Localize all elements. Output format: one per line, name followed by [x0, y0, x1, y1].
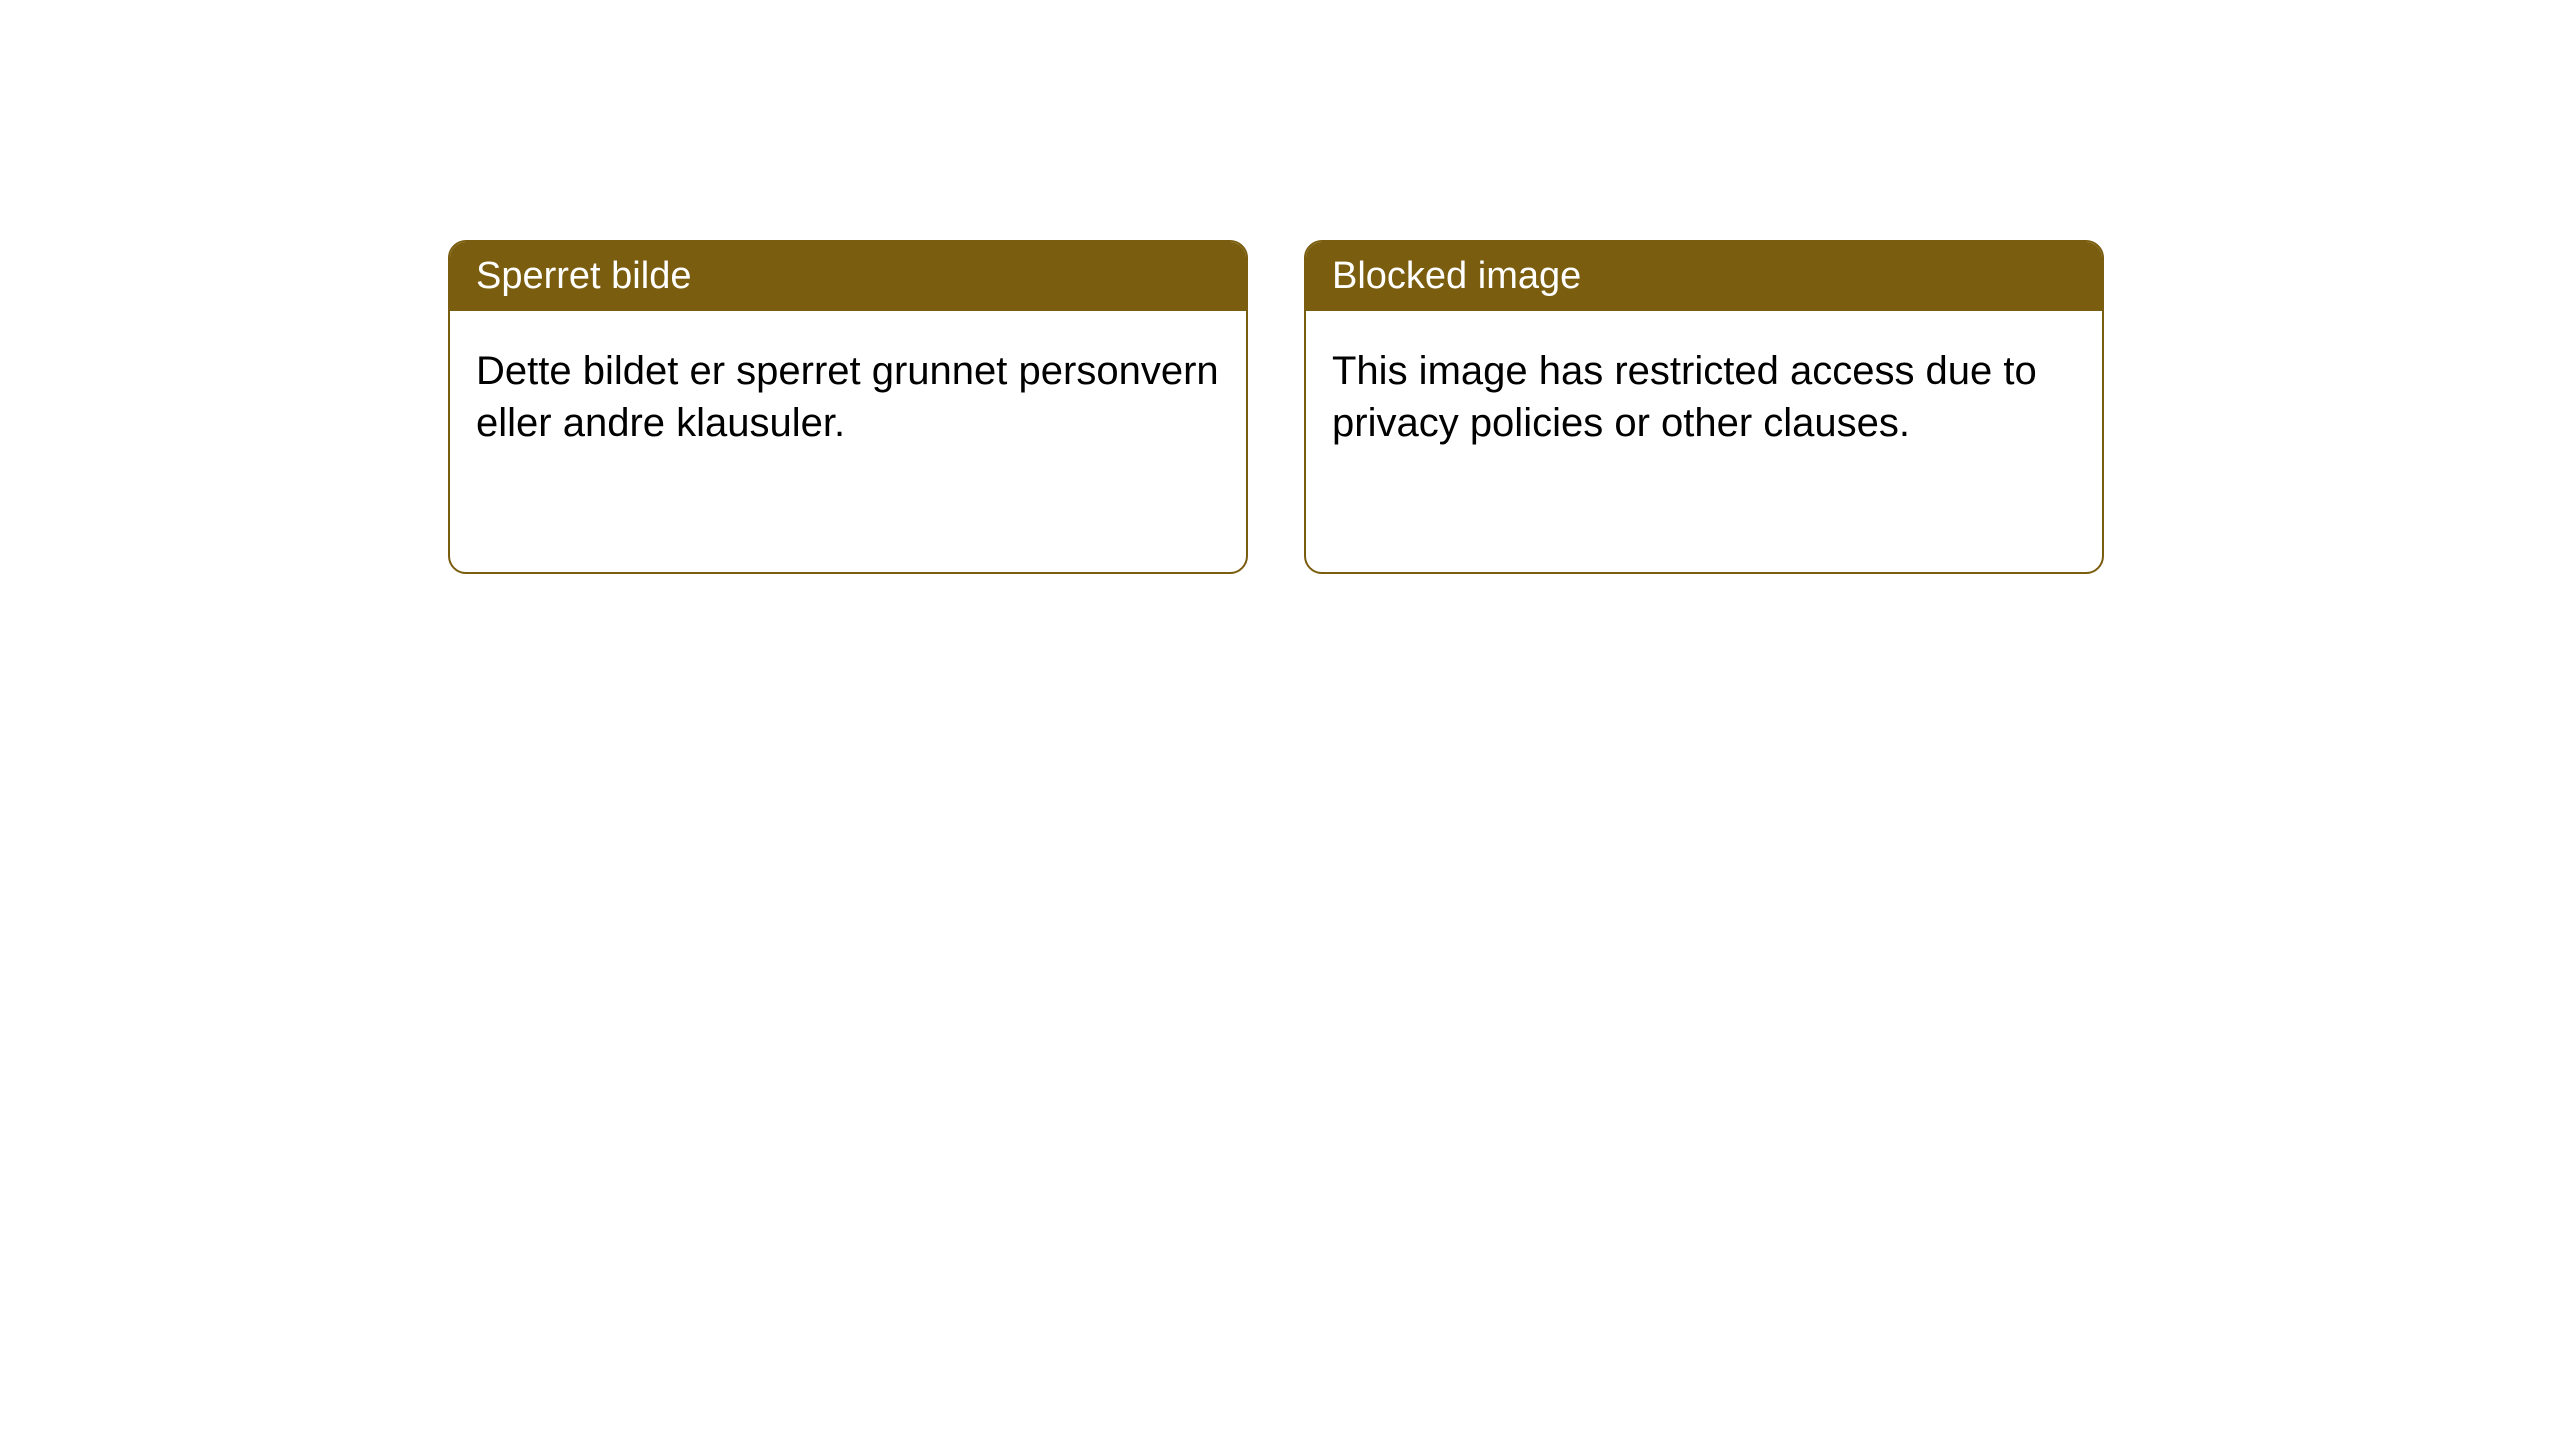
notice-cards-container: Sperret bilde Dette bildet er sperret gr… — [448, 240, 2560, 574]
notice-card-norwegian: Sperret bilde Dette bildet er sperret gr… — [448, 240, 1248, 574]
card-header: Sperret bilde — [450, 242, 1246, 311]
card-body: This image has restricted access due to … — [1306, 311, 2102, 475]
notice-card-english: Blocked image This image has restricted … — [1304, 240, 2104, 574]
card-header: Blocked image — [1306, 242, 2102, 311]
card-body: Dette bildet er sperret grunnet personve… — [450, 311, 1246, 475]
